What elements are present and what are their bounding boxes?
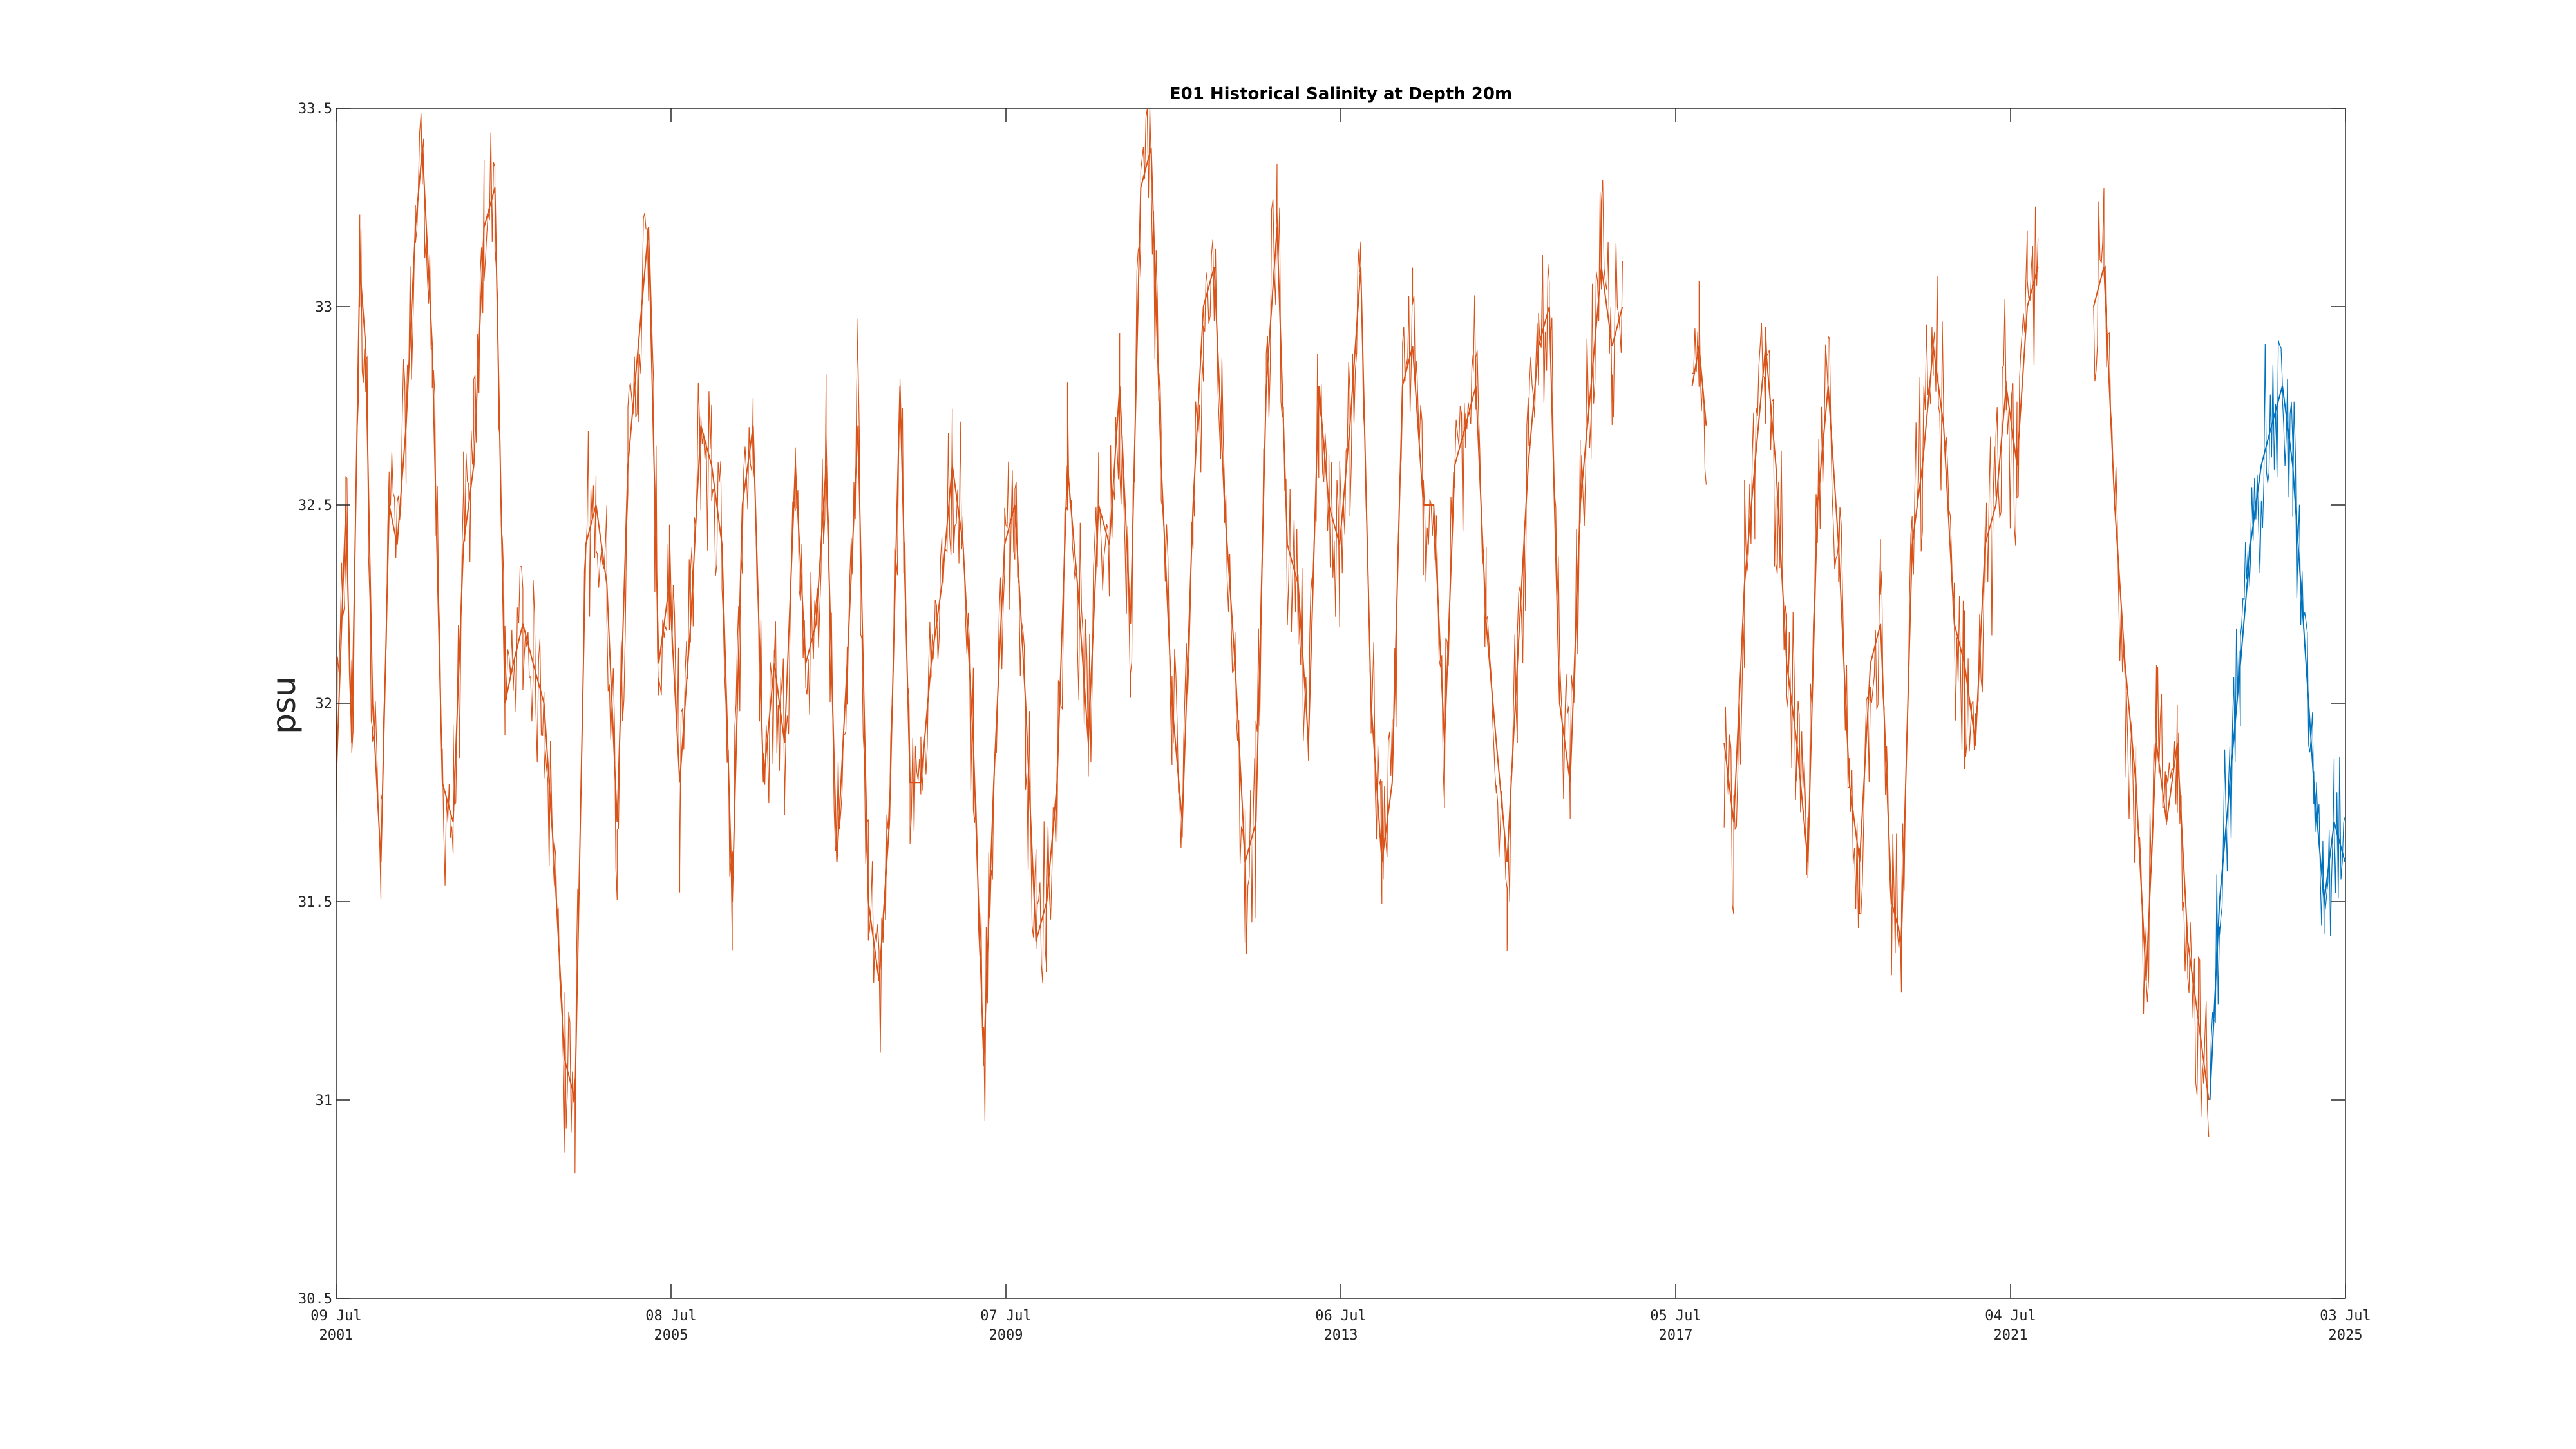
x-tick-label-date: 09 Jul <box>310 1308 361 1324</box>
series-line <box>336 147 1624 1101</box>
chart-title: E01 Historical Salinity at Depth 20m <box>1170 84 1512 104</box>
x-tick-label-date: 07 Jul <box>980 1308 1031 1324</box>
y-tick-label: 31.5 <box>298 895 332 911</box>
series-noise <box>2209 340 2345 1095</box>
x-tick-label-year: 2009 <box>989 1327 1023 1343</box>
series-noise <box>1692 281 1707 485</box>
series-line <box>1723 267 2039 942</box>
y-tick-label: 30.5 <box>298 1291 332 1307</box>
plot-area-frame <box>336 108 2346 1299</box>
y-tick-label: 32.5 <box>298 498 332 514</box>
y-tick-label: 31 <box>316 1093 333 1109</box>
x-tick-label-date: 06 Jul <box>1315 1308 1366 1324</box>
series-noise <box>336 108 1623 1174</box>
y-axis-label: psu <box>265 676 303 734</box>
x-tick-label-date: 04 Jul <box>1985 1308 2036 1324</box>
x-tick-label-date: 03 Jul <box>2320 1308 2371 1324</box>
x-axis: 09 Jul 2001 08 Jul 2005 07 Jul 2009 06 Jul 2013… <box>310 108 2371 1343</box>
x-tick-label-year: 2021 <box>1994 1327 2028 1343</box>
series-noise <box>2093 188 2210 1137</box>
y-tick-label: 33 <box>316 299 333 316</box>
x-tick-label-year: 2013 <box>1324 1327 1358 1343</box>
x-tick-label-date: 08 Jul <box>645 1308 696 1324</box>
y-tick-label: 32 <box>316 696 333 712</box>
x-tick-label-year: 2005 <box>654 1327 688 1343</box>
series-line <box>2092 267 2210 1101</box>
x-tick-label-date: 05 Jul <box>1650 1308 1701 1324</box>
x-tick-label-year: 2017 <box>1659 1327 1693 1343</box>
series-noise <box>1723 206 2039 993</box>
series-line <box>2209 385 2346 1101</box>
x-tick-label-year: 2025 <box>2329 1327 2363 1343</box>
plot-lines <box>336 108 2346 1174</box>
y-tick-label: 33.5 <box>298 101 332 117</box>
x-tick-label-year: 2001 <box>319 1327 354 1343</box>
y-axis: 30.5 31 31.5 32 32.5 33 33.5 <box>298 101 2345 1307</box>
